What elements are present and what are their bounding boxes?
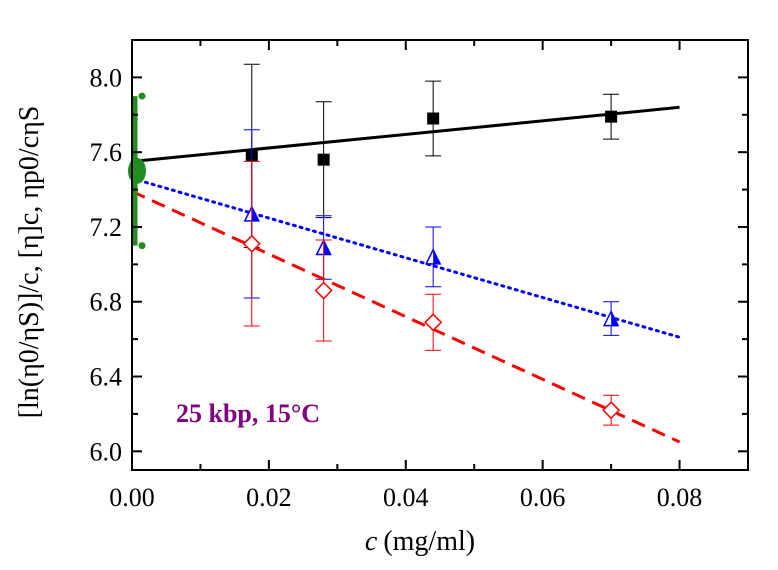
data-point-triangle-fill [323,240,331,255]
axes: 0.00 0.02 0.04 0.06 0.08 6.0 6.4 6.8 7.2 7.6 8.0 [90,39,749,512]
y-tick-label: 7.6 [90,138,123,167]
intercept-point [128,157,146,184]
annotation-label: 25 kbp, 15°C [176,399,320,428]
x-tick-label: 0.08 [657,483,703,512]
data-point-triangle-fill [433,249,441,264]
fit-line-2 [131,190,681,444]
x-tick-label: 0.02 [246,483,292,512]
y-tick-label: 7.2 [90,213,123,242]
y-tick-label: 8.0 [90,63,123,92]
intercept-error-cap [138,242,146,250]
data-point-diamond [314,281,333,300]
data-point-square [427,112,440,125]
data-point-triangle-fill [251,206,259,221]
x-tick-label: 0.06 [520,483,566,512]
data-point-diamond [424,313,443,332]
x-tick-label: 0.00 [109,483,155,512]
fit-line-0 [131,105,680,164]
x-axis-unit: (mg/ml) [383,526,475,557]
y-tick-label: 6.8 [90,288,123,317]
plot-frame [131,39,749,471]
y-tick-label: 6.0 [90,437,123,466]
fit-line-1 [130,176,682,339]
x-tick-label: 0.04 [383,483,429,512]
y-tick-label: 6.4 [90,363,123,392]
data-point-diamond [242,234,261,253]
y-axis-title: [ln(η0/ηS)]/c, [η]c, ηp0/cηS [14,106,45,419]
data-point-diamond [602,401,621,420]
x-axis-var: c [365,526,378,557]
plot-area [128,63,682,444]
intercept-error-cap [138,92,146,100]
data-point-triangle-fill [611,311,619,326]
data-point-square [317,153,330,166]
data-point-square [605,110,618,123]
x-axis-title: c (mg/ml) [365,526,475,557]
